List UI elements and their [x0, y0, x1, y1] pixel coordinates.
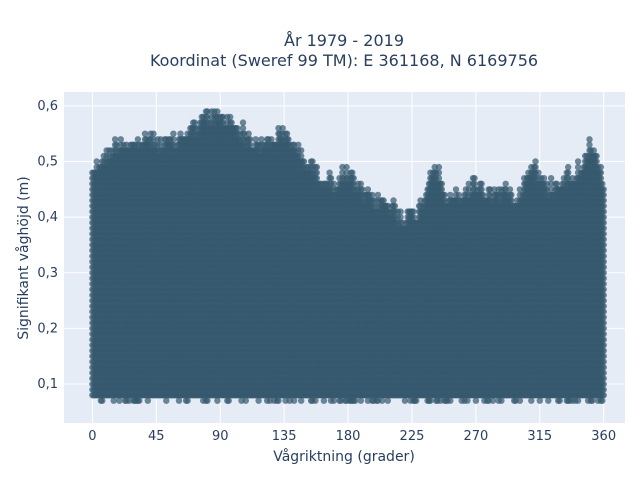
data-point: [136, 397, 143, 404]
data-point: [134, 136, 142, 143]
data-point: [116, 397, 123, 404]
data-point: [110, 397, 117, 404]
data-point: [204, 397, 211, 404]
data-point: [175, 397, 183, 404]
data-point: [227, 113, 234, 121]
data-point: [214, 397, 221, 404]
data-point: [99, 397, 106, 404]
data-point: [170, 136, 177, 143]
data-point: [150, 130, 157, 137]
data-points: [89, 108, 607, 404]
data-point: [234, 125, 241, 132]
data-point: [184, 397, 191, 404]
data-point: [191, 119, 198, 126]
data-point: [144, 397, 151, 404]
data-point: [225, 397, 232, 404]
data-point: [177, 130, 184, 137]
data-point: [93, 158, 100, 165]
data-point: [111, 136, 119, 143]
chart-title-line-1: År 1979 - 2019: [284, 31, 404, 50]
data-point: [163, 397, 170, 404]
data-point: [170, 130, 177, 137]
data-point: [214, 108, 221, 115]
chart-title-line-2: Koordinat (Sweref 99 TM): E 361168, N 61…: [150, 51, 538, 70]
data-point: [228, 119, 235, 126]
data-point: [141, 130, 149, 137]
data-point: [117, 136, 125, 143]
